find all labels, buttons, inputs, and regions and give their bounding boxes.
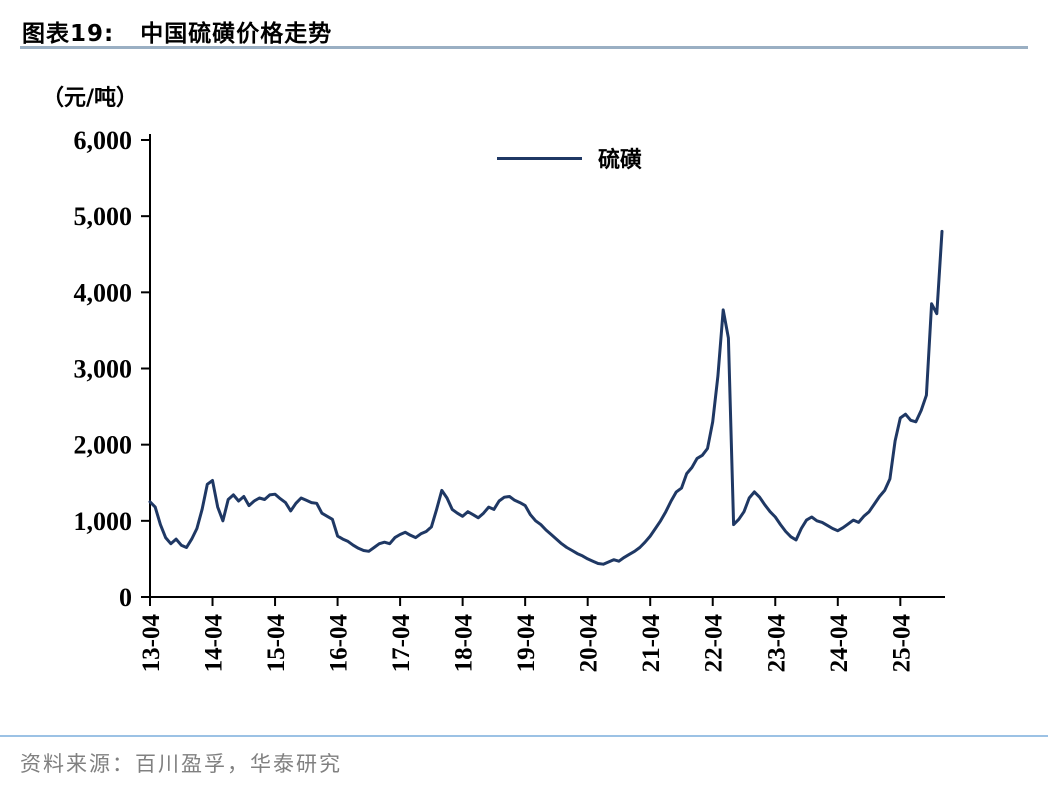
svg-text:23-04: 23-04 — [763, 614, 790, 673]
svg-text:19-04: 19-04 — [513, 614, 540, 673]
figure-title: 图表19: 中国硫磺价格走势 — [22, 14, 332, 48]
title-divider — [20, 46, 1028, 49]
svg-text:3,000: 3,000 — [74, 355, 133, 384]
chart-legend: 硫磺 — [497, 142, 642, 174]
svg-text:13-04: 13-04 — [138, 614, 165, 673]
svg-text:24-04: 24-04 — [826, 614, 853, 673]
svg-text:17-04: 17-04 — [388, 614, 415, 673]
svg-text:0: 0 — [119, 583, 132, 612]
svg-text:18-04: 18-04 — [451, 614, 478, 673]
svg-text:22-04: 22-04 — [701, 614, 728, 673]
svg-text:4,000: 4,000 — [74, 278, 133, 307]
svg-text:14-04: 14-04 — [201, 614, 228, 673]
svg-text:5,000: 5,000 — [74, 202, 133, 231]
footer-divider — [0, 735, 1048, 737]
legend-series-label: 硫磺 — [598, 148, 643, 173]
y-axis-unit-label: （元/吨） — [42, 86, 139, 111]
svg-text:21-04: 21-04 — [638, 614, 665, 673]
svg-text:15-04: 15-04 — [263, 614, 290, 673]
svg-text:20-04: 20-04 — [576, 614, 603, 673]
svg-text:1,000: 1,000 — [74, 507, 133, 536]
svg-text:16-04: 16-04 — [326, 614, 353, 673]
svg-text:2,000: 2,000 — [74, 431, 133, 460]
source-text: 资料来源：百川盈孚，华泰研究 — [20, 752, 342, 776]
svg-text:25-04: 25-04 — [888, 614, 915, 673]
page-title: 中国硫磺价格走势 — [140, 21, 333, 47]
svg-text:6,000: 6,000 — [74, 126, 133, 155]
figure-label: 图表19: — [22, 21, 115, 47]
legend-line-swatch — [497, 156, 582, 160]
